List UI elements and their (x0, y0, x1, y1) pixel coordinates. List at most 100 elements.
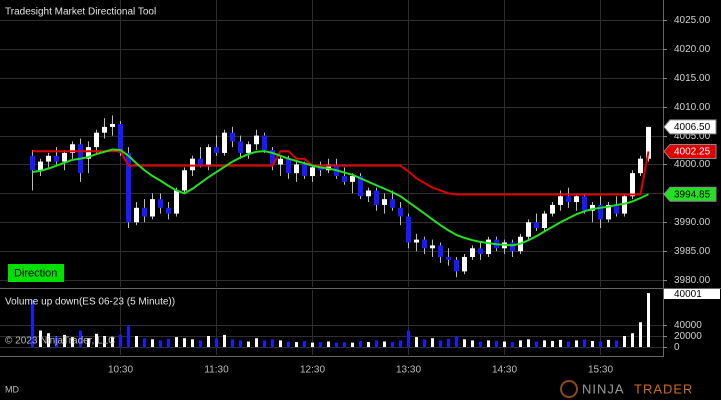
volume-bar (95, 333, 98, 348)
candle-body (366, 190, 371, 197)
y-tick-label: 3985.00 (674, 246, 711, 257)
volume-bar (391, 342, 394, 348)
candle-body (166, 207, 171, 214)
volume-bar (111, 337, 114, 348)
volume-bar (295, 342, 298, 348)
candle-body (222, 132, 227, 153)
candle-body (174, 190, 179, 214)
volume-bar (623, 336, 626, 348)
logo-icon (560, 380, 578, 398)
volume-bar (79, 330, 82, 348)
candle-body (342, 176, 347, 182)
instrument-label: MD (5, 384, 19, 394)
y-tick-label: 0 (674, 342, 680, 353)
price-marker-label: 4002.25 (674, 147, 711, 158)
candle-body (230, 132, 235, 142)
volume-bar (567, 341, 570, 348)
x-tick-label: 11:30 (204, 365, 229, 376)
candle-body (214, 147, 219, 153)
candle-body (574, 196, 579, 203)
volume-bar (591, 340, 594, 348)
volume-bar (143, 338, 146, 348)
volume-marker-label: 40001 (674, 289, 702, 300)
volume-bar (583, 339, 586, 348)
copyright: © 2023 NinjaTrader, LLC (5, 336, 115, 347)
candle-body (286, 158, 291, 174)
candle-body (206, 147, 211, 165)
volume-bar (71, 337, 74, 348)
candle-body (398, 207, 403, 217)
y-tick-label: 4005.00 (674, 131, 711, 142)
candle-body (454, 259, 459, 272)
logo-first: NINJA (582, 381, 625, 396)
grid (0, 0, 667, 355)
candle-body (558, 196, 563, 205)
candle-body (550, 204, 555, 214)
candle-body (102, 126, 107, 133)
candle-body (310, 167, 315, 177)
direction-button-label[interactable]: Direction (14, 267, 57, 279)
volume-bar (151, 339, 154, 348)
volume-bar (31, 299, 34, 348)
volume-bar (631, 333, 634, 348)
candle-body (430, 245, 435, 249)
indicator-line (32, 148, 649, 247)
volume-bar (63, 334, 66, 348)
volume-bar (455, 336, 458, 348)
volume-bar (359, 340, 362, 348)
volume-bar (247, 341, 250, 348)
candle-body (526, 222, 531, 237)
candle-body (566, 196, 571, 203)
volume-bar (175, 337, 178, 348)
candle-body (646, 126, 651, 159)
candle-body (190, 158, 195, 171)
x-tick-label: 15:30 (588, 365, 613, 376)
volume-bar (551, 340, 554, 348)
volume-bar (327, 341, 330, 348)
volume-bar (287, 341, 290, 348)
candle-body (126, 152, 131, 223)
volume-bar (271, 339, 274, 348)
volume-bar (103, 336, 106, 348)
x-tick-label: 12:30 (300, 365, 325, 376)
volume-bar (199, 340, 202, 348)
candle-body (246, 144, 251, 153)
candle-body (350, 176, 355, 182)
volume-bar (415, 337, 418, 348)
volume-bar (575, 340, 578, 348)
candle-body (470, 248, 475, 257)
candle-body (70, 144, 75, 153)
y-tick-label: 4000.00 (674, 159, 711, 170)
indicator-line (32, 150, 650, 196)
chart-title: Tradesight Market Directional Tool (5, 7, 156, 18)
volume-bar (263, 340, 266, 348)
plot (30, 115, 651, 348)
volume-bar (615, 340, 618, 348)
candle-body (622, 196, 627, 214)
candle-body (630, 173, 635, 197)
volume-bar (487, 340, 490, 348)
candle-body (422, 239, 427, 249)
candle-body (598, 204, 603, 220)
direction-button[interactable] (8, 264, 64, 282)
candle-body (406, 216, 411, 243)
volume-bar (639, 322, 642, 348)
volume-bar (599, 341, 602, 348)
volume-bar (479, 341, 482, 348)
volume-bar (231, 339, 234, 348)
candle-body (374, 190, 379, 205)
candle-body (270, 150, 275, 165)
volume-bar (527, 339, 530, 348)
candle-body (62, 152, 67, 162)
x-tick-label: 10:30 (108, 365, 133, 376)
candle-body (302, 164, 307, 177)
price-marker (663, 186, 717, 202)
volume-bar (447, 338, 450, 348)
volume-bar (423, 339, 426, 348)
candle-body (446, 256, 451, 260)
candle-body (46, 155, 51, 162)
volume-bar (279, 340, 282, 348)
y-tick-label: 40000 (674, 320, 702, 331)
volume-marker (664, 289, 720, 299)
